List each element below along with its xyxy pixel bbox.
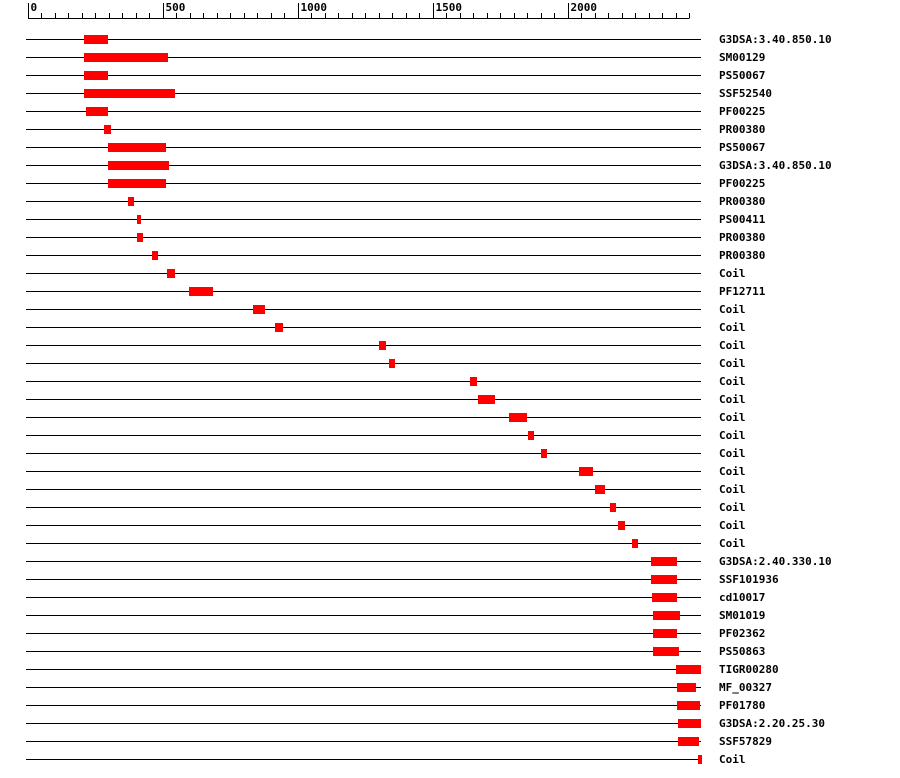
domain-bar bbox=[252, 305, 266, 314]
domain-bar bbox=[83, 89, 175, 98]
domain-bar bbox=[617, 521, 625, 530]
x-tick-label: 2000 bbox=[571, 1, 598, 14]
row-label: PF00225 bbox=[719, 105, 765, 118]
row-label: cd10017 bbox=[719, 591, 765, 604]
domain-bar bbox=[469, 377, 477, 386]
row-label: SSF101936 bbox=[719, 573, 779, 586]
row-label: PF00225 bbox=[719, 177, 765, 190]
domain-bar bbox=[651, 593, 677, 602]
row-label: SM01019 bbox=[719, 609, 765, 622]
domain-bar bbox=[107, 179, 166, 188]
domain-bar bbox=[107, 161, 169, 170]
domain-bar bbox=[675, 665, 701, 674]
x-tick-label: 1000 bbox=[301, 1, 328, 14]
domain-bar bbox=[478, 395, 496, 404]
domain-bar bbox=[676, 701, 700, 710]
row-label: Coil bbox=[719, 429, 746, 442]
domain-bar bbox=[137, 215, 142, 224]
row-label: SSF57829 bbox=[719, 735, 772, 748]
domain-bar bbox=[83, 71, 108, 80]
row-label: Coil bbox=[719, 375, 746, 388]
row-label: SSF52540 bbox=[719, 87, 772, 100]
row-label: Coil bbox=[719, 303, 746, 316]
domain-bar bbox=[508, 413, 527, 422]
x-tick-label: 1500 bbox=[436, 1, 463, 14]
row-label: TIGR00280 bbox=[719, 663, 779, 676]
x-tick-label: 0 bbox=[31, 1, 38, 14]
domain-bar bbox=[107, 143, 166, 152]
domain-bar bbox=[151, 251, 158, 260]
row-label: PR00380 bbox=[719, 123, 765, 136]
row-label: SM00129 bbox=[719, 51, 765, 64]
row-label: Coil bbox=[719, 393, 746, 406]
domain-bar bbox=[652, 611, 680, 620]
row-label: Coil bbox=[719, 411, 746, 424]
domain-bar bbox=[652, 647, 679, 656]
row-label: Coil bbox=[719, 537, 746, 550]
row-label: G3DSA:3.40.850.10 bbox=[719, 159, 832, 172]
row-label: Coil bbox=[719, 357, 746, 370]
domain-bar bbox=[83, 35, 108, 44]
domain-bar bbox=[127, 197, 135, 206]
domain-bar bbox=[677, 719, 701, 728]
domain-bar bbox=[676, 683, 696, 692]
domain-bar bbox=[650, 557, 677, 566]
row-label: PR00380 bbox=[719, 249, 765, 262]
domain-bar bbox=[167, 269, 175, 278]
row-label: PR00380 bbox=[719, 231, 765, 244]
row-label: Coil bbox=[719, 753, 746, 766]
domain-bar bbox=[527, 431, 534, 440]
row-label: PR00380 bbox=[719, 195, 765, 208]
row-label: Coil bbox=[719, 519, 746, 532]
domain-bar bbox=[677, 737, 699, 746]
domain-bar bbox=[103, 125, 111, 134]
row-label: Coil bbox=[719, 501, 746, 514]
row-label: PS50067 bbox=[719, 141, 765, 154]
row-label: Coil bbox=[719, 267, 746, 280]
row-label: PF02362 bbox=[719, 627, 765, 640]
domain-bar bbox=[540, 449, 547, 458]
row-label: Coil bbox=[719, 321, 746, 334]
row-label: Coil bbox=[719, 465, 746, 478]
domain-bar bbox=[378, 341, 386, 350]
row-label: G3DSA:2.40.330.10 bbox=[719, 555, 832, 568]
row-label: MF_00327 bbox=[719, 681, 772, 694]
domain-bar bbox=[137, 233, 144, 242]
domain-bar bbox=[578, 467, 594, 476]
row-label: PS50067 bbox=[719, 69, 765, 82]
domain-bar bbox=[83, 53, 169, 62]
domain-bar bbox=[631, 539, 638, 548]
row-label: G3DSA:3.40.850.10 bbox=[719, 33, 832, 46]
row-label: PF01780 bbox=[719, 699, 765, 712]
domain-bar bbox=[86, 107, 108, 116]
x-tick-label: 500 bbox=[166, 1, 186, 14]
domain-bar bbox=[594, 485, 605, 494]
row-label: Coil bbox=[719, 447, 746, 460]
row-label: PF12711 bbox=[719, 285, 766, 298]
domain-bar bbox=[188, 287, 213, 296]
row-label: PS50863 bbox=[719, 645, 765, 658]
row-label: G3DSA:2.20.25.30 bbox=[719, 717, 825, 730]
domain-bar bbox=[610, 503, 616, 512]
domain-bar bbox=[275, 323, 283, 332]
row-label: Coil bbox=[719, 483, 746, 496]
row-label: Coil bbox=[719, 339, 746, 352]
row-label: PS00411 bbox=[719, 213, 766, 226]
domain-bar bbox=[388, 359, 395, 368]
domain-bar bbox=[650, 575, 677, 584]
domain-bar bbox=[697, 755, 702, 764]
domain-bar bbox=[652, 629, 677, 638]
